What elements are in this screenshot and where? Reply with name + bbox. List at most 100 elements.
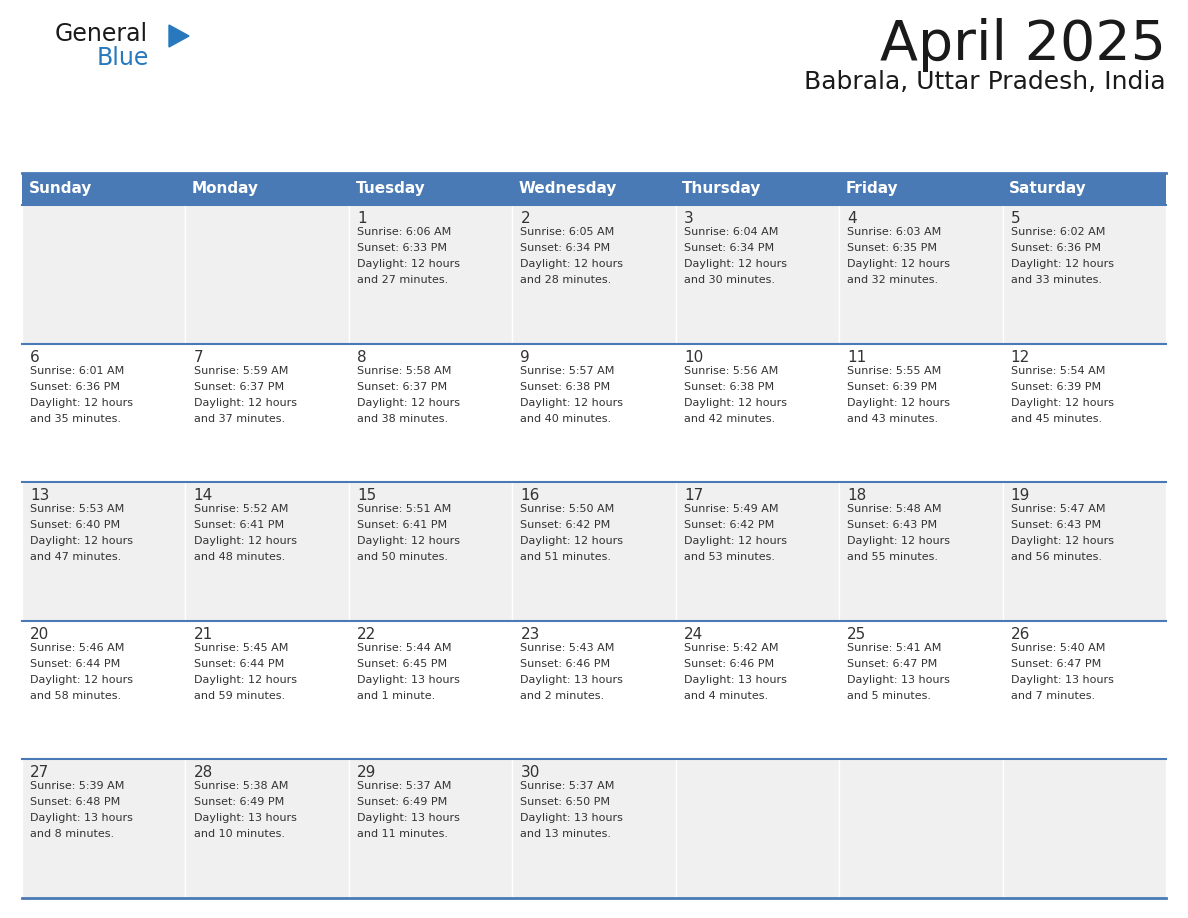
- Polygon shape: [169, 25, 189, 47]
- Text: Sunrise: 5:52 AM: Sunrise: 5:52 AM: [194, 504, 287, 514]
- Text: Sunset: 6:40 PM: Sunset: 6:40 PM: [30, 521, 120, 531]
- Text: and 50 minutes.: and 50 minutes.: [358, 553, 448, 562]
- Text: Sunrise: 5:42 AM: Sunrise: 5:42 AM: [684, 643, 778, 653]
- Bar: [185, 621, 349, 759]
- Text: Sunrise: 5:47 AM: Sunrise: 5:47 AM: [1011, 504, 1105, 514]
- Text: 8: 8: [358, 350, 367, 364]
- Text: Daylight: 12 hours: Daylight: 12 hours: [358, 397, 460, 408]
- Bar: [512, 205, 676, 343]
- Text: Daylight: 12 hours: Daylight: 12 hours: [358, 259, 460, 269]
- Bar: [676, 759, 839, 898]
- Text: Daylight: 12 hours: Daylight: 12 hours: [194, 536, 297, 546]
- Text: Sunrise: 5:58 AM: Sunrise: 5:58 AM: [358, 365, 451, 375]
- Text: Sunset: 6:33 PM: Sunset: 6:33 PM: [358, 243, 447, 253]
- Text: Daylight: 12 hours: Daylight: 12 hours: [30, 675, 133, 685]
- Bar: [349, 759, 512, 898]
- Text: Daylight: 12 hours: Daylight: 12 hours: [520, 536, 624, 546]
- Text: Sunset: 6:43 PM: Sunset: 6:43 PM: [1011, 521, 1101, 531]
- Text: Sunrise: 5:54 AM: Sunrise: 5:54 AM: [1011, 365, 1105, 375]
- Bar: [1003, 205, 1165, 343]
- Text: Daylight: 13 hours: Daylight: 13 hours: [684, 675, 786, 685]
- Text: Daylight: 13 hours: Daylight: 13 hours: [358, 813, 460, 823]
- Text: 11: 11: [847, 350, 866, 364]
- Text: 15: 15: [358, 488, 377, 503]
- Text: Sunset: 6:39 PM: Sunset: 6:39 PM: [1011, 382, 1101, 392]
- Text: 5: 5: [1011, 211, 1020, 226]
- Bar: [1003, 482, 1165, 621]
- Text: Sunset: 6:46 PM: Sunset: 6:46 PM: [684, 659, 775, 669]
- Bar: [1003, 173, 1165, 205]
- Text: Sunset: 6:49 PM: Sunset: 6:49 PM: [194, 798, 284, 808]
- Text: Sunset: 6:46 PM: Sunset: 6:46 PM: [520, 659, 611, 669]
- Text: Sunrise: 5:44 AM: Sunrise: 5:44 AM: [358, 643, 451, 653]
- Bar: [23, 482, 185, 621]
- Bar: [185, 343, 349, 482]
- Text: 22: 22: [358, 627, 377, 642]
- Text: 7: 7: [194, 350, 203, 364]
- Text: Thursday: Thursday: [682, 182, 762, 196]
- Text: Blue: Blue: [97, 46, 150, 70]
- Text: 4: 4: [847, 211, 857, 226]
- Text: Daylight: 12 hours: Daylight: 12 hours: [847, 536, 950, 546]
- Bar: [185, 173, 349, 205]
- Bar: [23, 621, 185, 759]
- Text: and 58 minutes.: and 58 minutes.: [30, 691, 121, 700]
- Text: Friday: Friday: [846, 182, 898, 196]
- Text: Daylight: 12 hours: Daylight: 12 hours: [30, 397, 133, 408]
- Text: and 43 minutes.: and 43 minutes.: [847, 414, 939, 423]
- Text: 27: 27: [30, 766, 50, 780]
- Text: Babrala, Uttar Pradesh, India: Babrala, Uttar Pradesh, India: [804, 70, 1165, 94]
- Text: 30: 30: [520, 766, 539, 780]
- Text: Daylight: 12 hours: Daylight: 12 hours: [684, 536, 786, 546]
- Text: 14: 14: [194, 488, 213, 503]
- Text: and 51 minutes.: and 51 minutes.: [520, 553, 612, 562]
- Text: Wednesday: Wednesday: [519, 182, 618, 196]
- Bar: [23, 173, 185, 205]
- Text: Sunrise: 5:53 AM: Sunrise: 5:53 AM: [30, 504, 125, 514]
- Bar: [349, 482, 512, 621]
- Text: 2: 2: [520, 211, 530, 226]
- Bar: [349, 205, 512, 343]
- Text: and 37 minutes.: and 37 minutes.: [194, 414, 285, 423]
- Text: Sunset: 6:42 PM: Sunset: 6:42 PM: [520, 521, 611, 531]
- Text: and 7 minutes.: and 7 minutes.: [1011, 691, 1095, 700]
- Text: Sunrise: 5:56 AM: Sunrise: 5:56 AM: [684, 365, 778, 375]
- Text: 17: 17: [684, 488, 703, 503]
- Bar: [839, 482, 1003, 621]
- Text: 28: 28: [194, 766, 213, 780]
- Text: Daylight: 13 hours: Daylight: 13 hours: [194, 813, 297, 823]
- Text: and 11 minutes.: and 11 minutes.: [358, 829, 448, 839]
- Text: 1: 1: [358, 211, 367, 226]
- Bar: [512, 482, 676, 621]
- Text: 24: 24: [684, 627, 703, 642]
- Text: 26: 26: [1011, 627, 1030, 642]
- Text: and 42 minutes.: and 42 minutes.: [684, 414, 775, 423]
- Text: Sunrise: 6:02 AM: Sunrise: 6:02 AM: [1011, 227, 1105, 237]
- Text: Sunrise: 5:37 AM: Sunrise: 5:37 AM: [520, 781, 615, 791]
- Bar: [349, 343, 512, 482]
- Bar: [23, 343, 185, 482]
- Text: Sunset: 6:45 PM: Sunset: 6:45 PM: [358, 659, 447, 669]
- Text: Sunrise: 5:46 AM: Sunrise: 5:46 AM: [30, 643, 125, 653]
- Text: Sunrise: 5:39 AM: Sunrise: 5:39 AM: [30, 781, 125, 791]
- Text: Sunrise: 5:57 AM: Sunrise: 5:57 AM: [520, 365, 615, 375]
- Text: Daylight: 12 hours: Daylight: 12 hours: [1011, 259, 1113, 269]
- Text: Sunset: 6:47 PM: Sunset: 6:47 PM: [1011, 659, 1101, 669]
- Text: Daylight: 12 hours: Daylight: 12 hours: [1011, 397, 1113, 408]
- Text: Sunset: 6:42 PM: Sunset: 6:42 PM: [684, 521, 775, 531]
- Text: Daylight: 12 hours: Daylight: 12 hours: [684, 397, 786, 408]
- Text: 10: 10: [684, 350, 703, 364]
- Bar: [839, 343, 1003, 482]
- Text: and 32 minutes.: and 32 minutes.: [847, 275, 939, 285]
- Text: 12: 12: [1011, 350, 1030, 364]
- Text: Sunset: 6:47 PM: Sunset: 6:47 PM: [847, 659, 937, 669]
- Text: and 38 minutes.: and 38 minutes.: [358, 414, 448, 423]
- Text: Daylight: 12 hours: Daylight: 12 hours: [847, 397, 950, 408]
- Bar: [839, 173, 1003, 205]
- Text: Sunrise: 5:38 AM: Sunrise: 5:38 AM: [194, 781, 287, 791]
- Bar: [676, 343, 839, 482]
- Bar: [676, 482, 839, 621]
- Text: Sunset: 6:44 PM: Sunset: 6:44 PM: [194, 659, 284, 669]
- Text: and 30 minutes.: and 30 minutes.: [684, 275, 775, 285]
- Bar: [839, 759, 1003, 898]
